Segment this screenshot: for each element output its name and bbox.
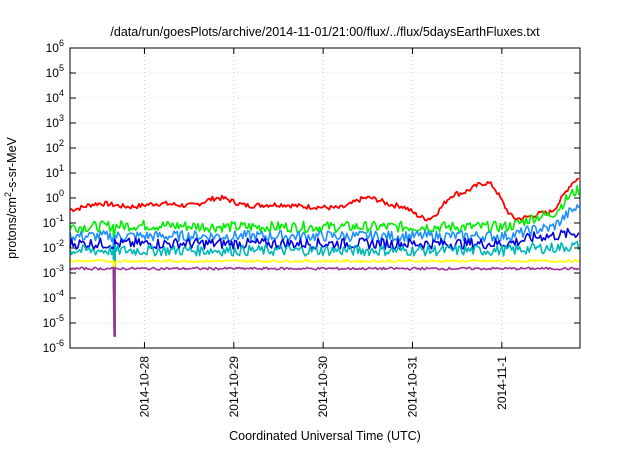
y-tick-label: 103 (46, 113, 64, 130)
y-tick-label: 106 (46, 38, 64, 55)
y-tick-label: 101 (46, 163, 64, 180)
x-tick-label: 2014-10-30 (316, 356, 330, 418)
series-line-7 (69, 266, 580, 337)
y-tick-label: 102 (46, 138, 64, 155)
series-line-2 (69, 184, 580, 337)
y-tick-label: 104 (46, 88, 64, 105)
series-line-4 (69, 227, 580, 328)
y-tick-label: 10-5 (43, 313, 64, 330)
series-line-1 (69, 177, 580, 222)
y-tick-label: 10-2 (43, 238, 64, 255)
y-tick-label: 100 (46, 188, 64, 205)
x-tick-label: 2014-10-29 (227, 356, 241, 418)
x-axis-label: Coordinated Universal Time (UTC) (229, 429, 421, 443)
y-tick-label: 105 (46, 63, 64, 80)
x-tick-label: 2014-10-31 (405, 356, 419, 418)
y-tick-label: 10-1 (43, 213, 64, 230)
grid (70, 48, 580, 348)
y-tick-label: 10-6 (43, 338, 64, 355)
series-line-5 (69, 240, 580, 331)
series-layer (69, 177, 580, 337)
y-tick-label: 10-3 (43, 263, 64, 280)
series-line-6 (69, 259, 580, 334)
x-tick-label: 2014-11-1 (495, 356, 509, 410)
y-tick-label: 10-4 (43, 288, 64, 305)
chart-title: /data/run/goesPlots/archive/2014-11-01/2… (110, 25, 540, 39)
series-line-3 (69, 203, 580, 325)
y-axis-label: protons/cm2-s-sr-MeV (3, 136, 19, 258)
axis-ticks: 10-6 10-5 10-4 10-3 10-2 10-1 100 101 102 103 104 1… (43, 38, 580, 417)
x-tick-label: 2014-10-28 (137, 356, 151, 418)
